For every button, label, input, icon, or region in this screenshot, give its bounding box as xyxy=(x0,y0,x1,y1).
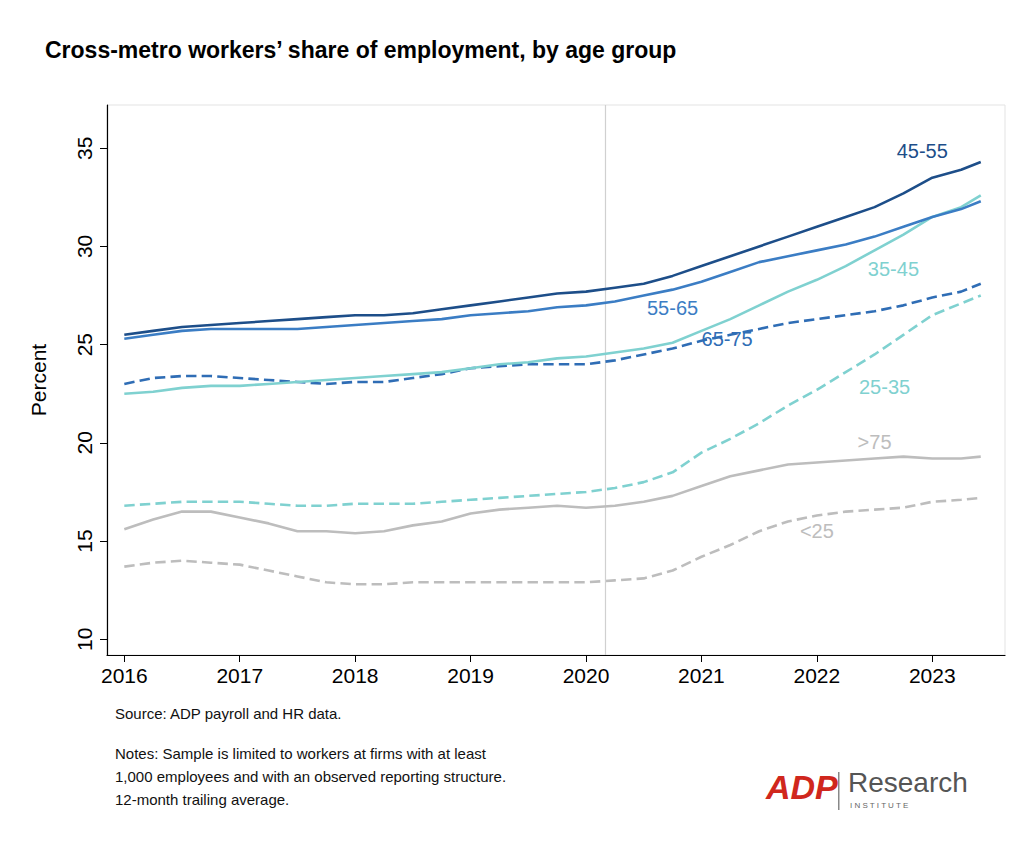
svg-text:2017: 2017 xyxy=(216,664,263,687)
svg-text:1,000 employees and with an ob: 1,000 employees and with an observed rep… xyxy=(115,768,506,785)
svg-text:ADP: ADP xyxy=(765,768,838,806)
svg-text:15: 15 xyxy=(73,529,96,552)
svg-text:2018: 2018 xyxy=(332,664,379,687)
svg-text:2021: 2021 xyxy=(678,664,725,687)
svg-text:2020: 2020 xyxy=(563,664,610,687)
svg-text:2022: 2022 xyxy=(793,664,840,687)
svg-text:35-45: 35-45 xyxy=(868,258,919,280)
svg-text:2016: 2016 xyxy=(101,664,148,687)
svg-text:20: 20 xyxy=(73,431,96,454)
svg-text:35: 35 xyxy=(73,137,96,160)
svg-text:12-month trailing average.: 12-month trailing average. xyxy=(115,791,289,808)
svg-text:<25: <25 xyxy=(800,520,834,542)
svg-text:I N S T I T U T E: I N S T I T U T E xyxy=(850,801,908,810)
svg-text:>75: >75 xyxy=(858,431,892,453)
svg-text:10: 10 xyxy=(73,628,96,651)
svg-text:30: 30 xyxy=(73,235,96,258)
svg-text:2019: 2019 xyxy=(447,664,494,687)
svg-text:25-35: 25-35 xyxy=(859,376,910,398)
svg-text:55-65: 55-65 xyxy=(647,297,698,319)
svg-text:Source: ADP payroll and HR dat: Source: ADP payroll and HR data. xyxy=(115,705,342,722)
svg-text:Notes: Sample is limited to wo: Notes: Sample is limited to workers at f… xyxy=(115,745,487,762)
svg-text:45-55: 45-55 xyxy=(897,140,948,162)
svg-text:Research: Research xyxy=(848,767,968,798)
svg-text:Percent: Percent xyxy=(27,344,50,417)
svg-text:25: 25 xyxy=(73,333,96,356)
svg-text:Cross-metro workers’ share of: Cross-metro workers’ share of employment… xyxy=(45,37,676,63)
svg-text:2023: 2023 xyxy=(909,664,956,687)
svg-text:65-75: 65-75 xyxy=(702,328,753,350)
